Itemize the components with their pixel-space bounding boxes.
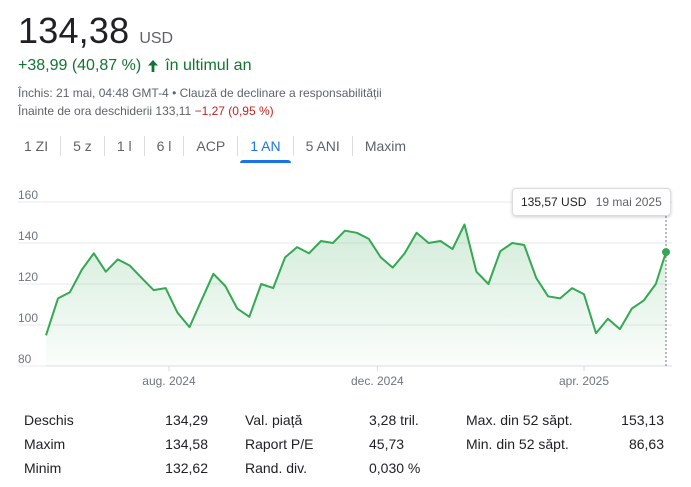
x-tick-label: dec. 2024 (351, 374, 404, 388)
tab-max[interactable]: Maxim (364, 138, 407, 154)
series-line (45, 223, 667, 336)
tab-5-days[interactable]: 5 z (73, 138, 92, 154)
tab-divider (292, 136, 294, 156)
tab-divider (183, 136, 185, 156)
tooltip-date: 19 mai 2025 (595, 195, 662, 209)
tab-divider (60, 136, 62, 156)
stat-value: 153,13 (621, 412, 664, 428)
stat-value: 45,73 (369, 436, 405, 452)
currency-label: USD (139, 30, 174, 47)
stat-value: 0,030 % (369, 460, 421, 476)
chart-tooltip: 135,57 USD 19 mai 2025 (512, 188, 671, 216)
current-price: 134,38 (18, 10, 130, 51)
tab-divider (237, 136, 239, 156)
stat-label: Val. piață (245, 412, 303, 428)
stat-value: 134,29 (165, 412, 208, 428)
premarket-note: Înainte de ora deschiderii 133,11 −1,27 … (18, 104, 274, 118)
x-tick-label: apr. 2025 (559, 374, 609, 388)
series-area (46, 224, 666, 366)
change-value: +38,99 (40,87 %) (18, 57, 142, 74)
stat-label: Deschis (24, 412, 74, 428)
arrow-up-icon (147, 59, 159, 73)
tab-divider (143, 136, 145, 156)
price-chart[interactable]: 160 140 120 100 80 aug. 2024 dec. 2024 apr. 202… (0, 180, 691, 390)
y-tick-label: 120 (18, 270, 38, 284)
stat-label: Max. din 52 săpt. (466, 412, 573, 428)
tab-1-day[interactable]: 1 ZI (24, 138, 49, 154)
x-tick-label: aug. 2024 (142, 374, 196, 388)
tooltip-value: 135,57 USD (521, 195, 587, 209)
tab-5-years[interactable]: 5 ANI (305, 138, 340, 154)
stat-label: Rand. div. (245, 460, 307, 476)
y-tick-label: 140 (18, 229, 38, 243)
stat-value: 134,58 (165, 436, 208, 452)
change-period: în ultimul an (165, 57, 252, 74)
stat-label: Raport P/E (245, 436, 314, 452)
closed-note-text: Închis: 21 mai, 04:48 GMT-4 • Clauză de … (18, 86, 382, 100)
price-header: 134,38 USD (18, 10, 173, 52)
stat-value: 3,28 tril. (369, 412, 419, 428)
stat-value: 86,63 (628, 436, 664, 452)
tab-1-year[interactable]: 1 AN (238, 132, 292, 163)
range-tabs: 1 ZI 5 z 1 l 6 l ACP 1 AN 5 ANI Maxim (12, 131, 418, 163)
closed-note: Închis: 21 mai, 04:48 GMT-4 • Clauză de … (18, 86, 382, 100)
tab-6-months[interactable]: 6 l (156, 138, 172, 154)
y-tick-label: 80 (18, 352, 32, 366)
stat-label: Maxim (24, 436, 66, 452)
tab-divider (103, 136, 105, 156)
y-tick-label: 160 (18, 188, 38, 202)
tab-divider (351, 136, 353, 156)
premarket-change: −1,27 (0,95 %) (194, 104, 274, 118)
stat-value: 132,62 (165, 460, 208, 476)
price-change: +38,99 (40,87 %) în ultimul an (18, 57, 251, 75)
tab-1-month[interactable]: 1 l (116, 138, 132, 154)
last-point-marker (662, 248, 670, 257)
premarket-label: Înainte de ora deschiderii 133,11 (18, 104, 192, 118)
stat-label: Min. din 52 săpt. (466, 436, 569, 452)
stat-label: Minim (24, 460, 62, 476)
tab-ytd[interactable]: ACP (196, 138, 226, 154)
y-tick-label: 100 (18, 311, 38, 325)
